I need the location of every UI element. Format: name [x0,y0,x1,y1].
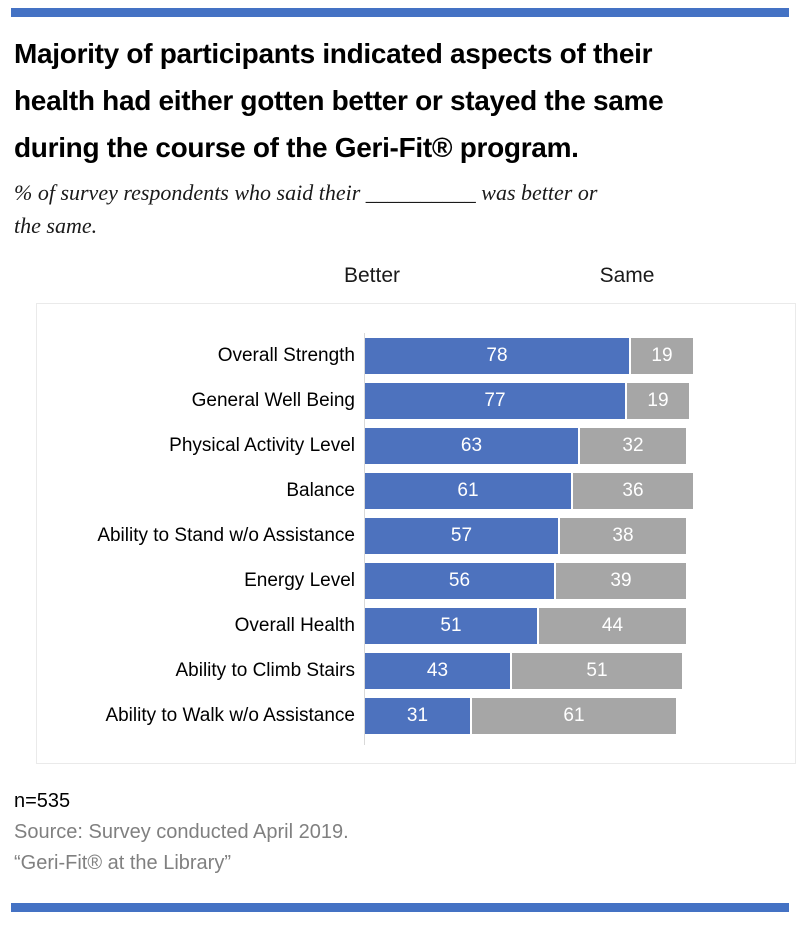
bar-row: Overall Health 51 44 [37,608,795,644]
category-label: Energy Level [244,570,355,591]
bar-row: Ability to Stand w/o Assistance 57 38 [37,518,795,554]
stacked-bar: 51 44 [365,608,686,644]
attribution-note: “Geri-Fit® at the Library” [14,852,232,874]
same-segment: 32 [580,428,686,464]
column-header-same: Same [599,264,655,287]
same-segment: 19 [631,338,693,374]
y-axis-line [364,333,365,745]
category-label: General Well Being [191,390,355,411]
category-label: Overall Health [234,615,355,636]
category-label: Ability to Stand w/o Assistance [97,525,355,546]
better-segment: 57 [365,518,558,554]
stacked-bar: 63 32 [365,428,686,464]
chart-footer: n=535 Source: Survey conducted April 201… [14,786,349,879]
category-label: Physical Activity Level [169,435,355,456]
category-label: Overall Strength [217,345,355,366]
bar-row: Ability to Walk w/o Assistance 31 61 [37,698,795,734]
bar-row: Overall Strength 78 19 [37,338,795,374]
stacked-bar: 78 19 [365,338,693,374]
same-segment: 51 [512,653,682,689]
bar-rows: Overall Strength 78 19 General Well Being 77… [37,338,795,743]
bar-row: Energy Level 56 39 [37,563,795,599]
category-label: Ability to Walk w/o Assistance [105,705,355,726]
better-segment: 43 [365,653,510,689]
stacked-bar: 56 39 [365,563,686,599]
better-segment: 31 [365,698,470,734]
bar-row: Ability to Climb Stairs 43 51 [37,653,795,689]
better-segment: 63 [365,428,578,464]
same-segment: 38 [560,518,686,554]
same-segment: 36 [573,473,693,509]
stacked-bar: 43 51 [365,653,682,689]
title-line-3: during the course of the Geri-Fit® progr… [14,132,579,163]
better-segment: 51 [365,608,537,644]
chart-subtitle: % of survey respondents who said their _… [14,176,790,242]
top-accent-rule [11,8,789,17]
better-segment: 56 [365,563,554,599]
better-segment: 61 [365,473,571,509]
title-line-1: Majority of participants indicated aspec… [14,38,653,69]
bar-row: Balance 61 36 [37,473,795,509]
sample-size: n=535 [14,790,71,812]
same-segment: 19 [627,383,689,419]
same-segment: 61 [472,698,676,734]
category-label: Balance [286,480,355,501]
bottom-accent-rule [11,903,789,912]
chart-title: Majority of participants indicated aspec… [14,30,790,171]
title-line-2: health had either gotten better or staye… [14,85,664,116]
better-segment: 78 [365,338,629,374]
same-segment: 44 [539,608,686,644]
bar-row: Physical Activity Level 63 32 [37,428,795,464]
subtitle-line-1: % of survey respondents who said their _… [14,180,598,205]
stacked-bar: 31 61 [365,698,676,734]
better-segment: 77 [365,383,625,419]
stacked-bar: 57 38 [365,518,686,554]
subtitle-line-2: the same. [14,213,98,238]
bar-row: General Well Being 77 19 [37,383,795,419]
same-segment: 39 [556,563,686,599]
stacked-bar: 61 36 [365,473,693,509]
column-header-better: Better [343,264,401,287]
stacked-bar: 77 19 [365,383,689,419]
category-label: Ability to Climb Stairs [175,660,356,681]
source-note: Source: Survey conducted April 2019. [14,821,349,843]
